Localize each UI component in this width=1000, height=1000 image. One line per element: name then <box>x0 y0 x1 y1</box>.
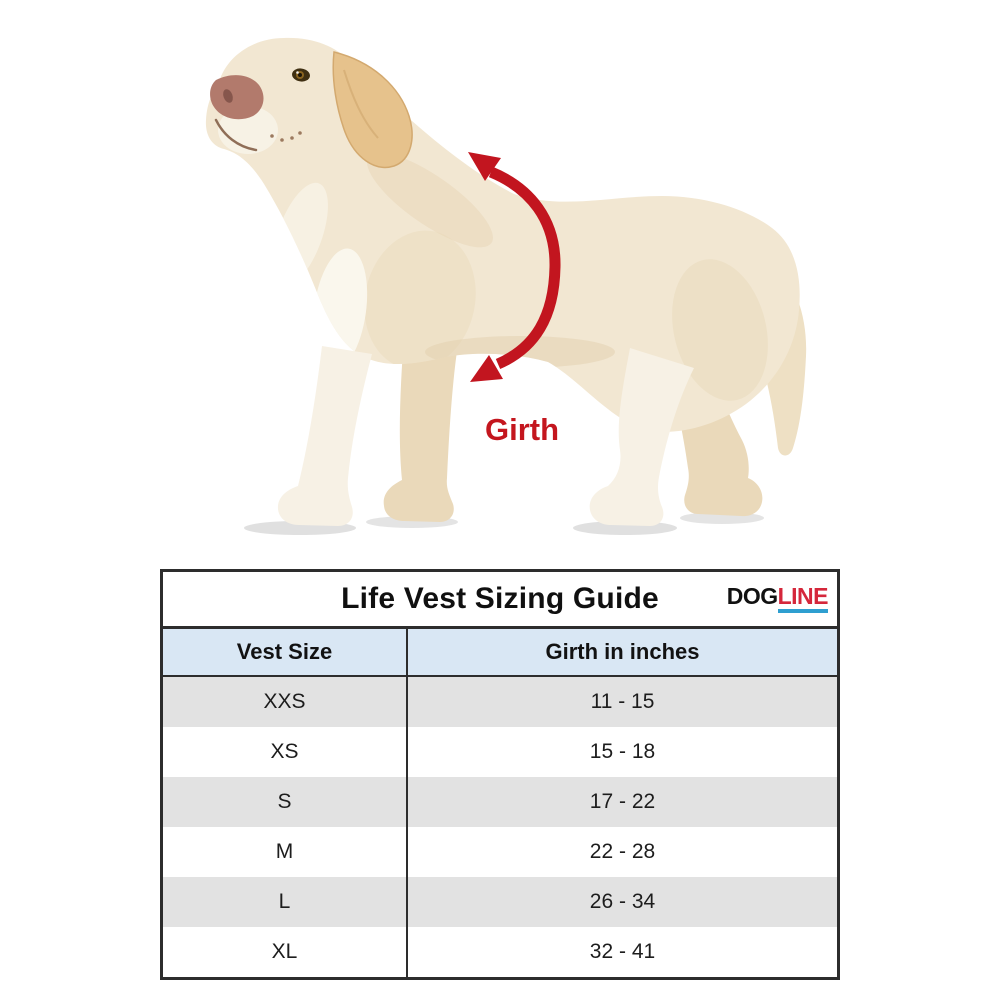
girth-cell: 15 - 18 <box>408 727 837 777</box>
dog-near-legs <box>277 346 694 526</box>
size-grid: Vest Size Girth in inches XXS 11 - 15 XS… <box>163 629 837 977</box>
size-cell: M <box>163 827 408 877</box>
girth-arrow-icon <box>468 152 561 382</box>
girth-cell: 17 - 22 <box>408 777 837 827</box>
table-title: Life Vest Sizing Guide <box>341 582 659 615</box>
dog-ear-fold <box>343 69 379 139</box>
table-title-row: Life Vest Sizing Guide DOGLINE <box>163 572 837 629</box>
logo-text-dog: DOG <box>726 583 778 609</box>
girth-cell: 22 - 28 <box>408 827 837 877</box>
size-cell: XS <box>163 727 408 777</box>
girth-cell: 32 - 41 <box>408 927 837 977</box>
dog-illustration-svg: Girth <box>205 37 807 535</box>
size-cell: L <box>163 877 408 927</box>
dog-nostril <box>223 89 233 103</box>
dog-mouth-line <box>214 118 258 152</box>
girth-cell: 26 - 34 <box>408 877 837 927</box>
column-header-girth: Girth in inches <box>408 629 837 677</box>
girth-cell: 11 - 15 <box>408 677 837 727</box>
dog-illustration: Girth <box>205 37 807 535</box>
dog-whisker-spots <box>270 131 302 142</box>
girth-label: Girth <box>485 412 559 447</box>
column-header-size: Vest Size <box>163 629 408 677</box>
sizing-table: Life Vest Sizing Guide DOGLINE Vest Size… <box>160 569 840 980</box>
size-cell: XL <box>163 927 408 977</box>
size-cell: XXS <box>163 677 408 727</box>
logo-text-line: LINE <box>777 585 829 613</box>
size-cell: S <box>163 777 408 827</box>
dogline-logo: DOGLINE <box>726 583 829 613</box>
dog-eye <box>292 68 310 82</box>
dog-ear <box>332 51 413 169</box>
dog-nose <box>210 75 264 120</box>
